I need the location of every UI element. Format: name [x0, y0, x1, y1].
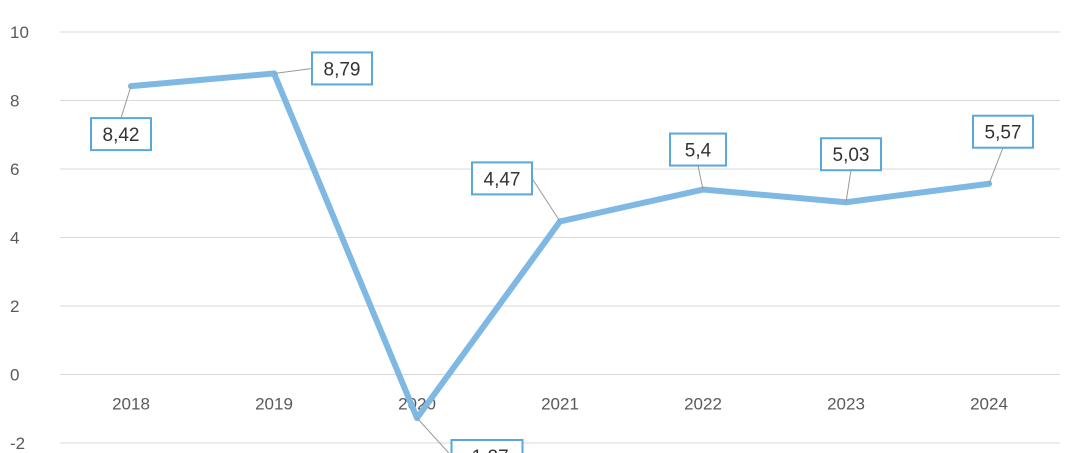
data-label-box	[311, 51, 373, 86]
data-label-box	[450, 438, 524, 453]
x-tick-label: 2018	[112, 395, 150, 414]
y-tick-label: 6	[10, 160, 19, 179]
x-axis-ticks: 2018 2019 2020 2021 2022 2023 2024	[112, 395, 1008, 414]
label-leader-line	[416, 417, 450, 453]
data-label-box	[90, 117, 152, 152]
y-tick-label: 8	[10, 92, 19, 111]
label-leader-line	[988, 147, 1004, 184]
label-leader-line	[273, 67, 313, 74]
data-label-box	[669, 132, 727, 167]
data-label: -1,27	[465, 447, 508, 453]
y-tick-label: 2	[10, 297, 19, 316]
data-label-box	[471, 161, 533, 196]
data-label: 5,57	[985, 123, 1022, 144]
data-label-box	[820, 137, 882, 172]
series-line-path	[128, 70, 992, 421]
label-leader-line	[531, 178, 561, 222]
data-label-box	[972, 114, 1034, 149]
y-tick-label: 10	[10, 23, 29, 42]
label-leader-line	[120, 85, 132, 119]
data-label: 8,42	[103, 125, 140, 146]
gridlines	[60, 31, 1060, 444]
y-tick-label: 4	[10, 229, 19, 248]
x-tick-label: 2022	[684, 395, 722, 414]
y-tick-label: -2	[10, 434, 25, 453]
data-label: 8,79	[324, 59, 361, 80]
x-tick-label: 2019	[255, 395, 293, 414]
label-leader-line	[697, 165, 704, 190]
x-tick-label: 2021	[541, 395, 579, 414]
label-leader-line	[845, 170, 852, 203]
data-label: 5,4	[685, 141, 712, 162]
data-labels: 8,42 8,79 -1,27 4,47 5,4 5,03 5,57	[90, 51, 1034, 453]
y-axis-ticks: -2 0 2 4 6 8 10	[10, 23, 29, 453]
y-tick-label: 0	[10, 366, 19, 385]
label-leaders	[120, 67, 1004, 453]
x-tick-label: 2023	[827, 395, 865, 414]
series-line	[128, 70, 992, 421]
x-tick-label: 2024	[970, 395, 1008, 414]
data-label: 4,47	[484, 169, 521, 190]
data-label: 5,03	[833, 145, 870, 166]
